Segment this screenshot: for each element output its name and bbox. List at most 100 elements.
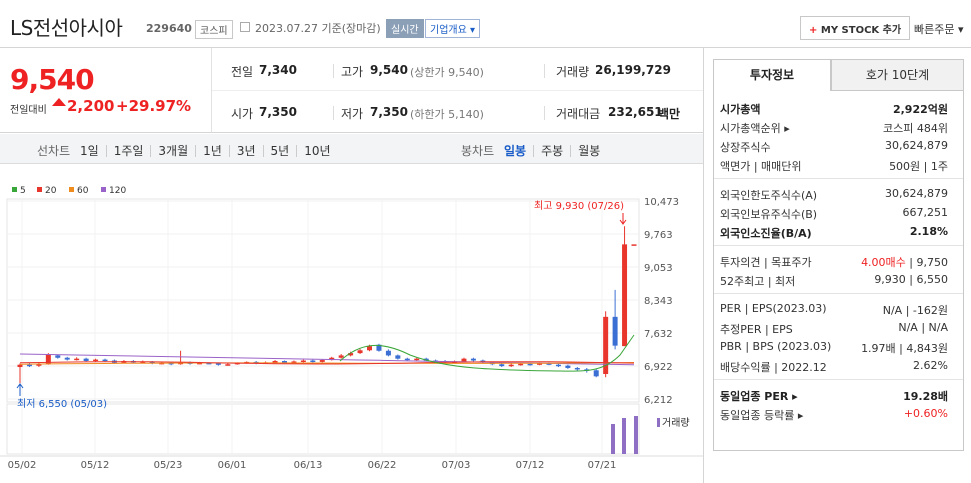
candle-body <box>461 358 467 362</box>
candle-body <box>546 363 552 365</box>
add-mystock-button[interactable]: + MY STOCK 추가 <box>800 16 911 40</box>
candle-body <box>527 363 533 366</box>
line-chart-label: 선차트 <box>37 144 71 158</box>
amount-label: 거래대금 <box>556 107 601 121</box>
period-tab[interactable]: 1주일 <box>113 144 144 158</box>
upper-limit: (상한가 9,540) <box>410 66 484 79</box>
period-tab[interactable]: 3년 <box>236 144 256 158</box>
low-arrow-icon <box>16 383 24 396</box>
info-value: 1.97배 | 4,843원 <box>861 342 948 355</box>
price-change: 2,200 <box>67 97 115 115</box>
divider <box>333 106 334 120</box>
y-tick-label: 7,632 <box>644 329 673 340</box>
candle-body <box>329 357 335 361</box>
candle-body <box>319 360 325 362</box>
period-tab[interactable]: 1일 <box>80 144 99 158</box>
prev-close-label: 전일 <box>231 65 254 79</box>
candle-body <box>338 355 344 358</box>
candle-body <box>508 364 514 367</box>
amount-unit: 백만 <box>658 107 681 121</box>
add-mystock-label: MY STOCK 추가 <box>820 25 902 36</box>
legend-swatch <box>12 187 17 192</box>
x-tick-label: 06/22 <box>368 460 397 471</box>
low-label: 저가 <box>341 107 364 121</box>
candle-body <box>74 358 80 361</box>
period-tab[interactable]: 일봉 <box>504 144 527 158</box>
info-value: N/A | -162원 <box>882 304 948 317</box>
candle-body <box>149 361 155 364</box>
volume-bar <box>622 418 626 454</box>
candle-body <box>83 358 89 361</box>
section-divider <box>714 245 963 246</box>
up-arrow-icon <box>52 98 66 106</box>
candle-body <box>367 346 373 351</box>
period-tab[interactable]: 월봉 <box>578 144 601 158</box>
line-period-tabs: 1일 1주일 3개월 1년 3년 5년 10년 <box>80 142 331 159</box>
info-value: 2,922억원 <box>892 103 948 116</box>
info-value: 2.62% <box>913 359 948 372</box>
invest-info-panel <box>713 91 964 451</box>
info-label: 외국인한도주식수(A) <box>720 189 818 202</box>
period-tab[interactable]: 주봉 <box>541 144 564 158</box>
price-stats <box>212 48 703 133</box>
candle-body <box>26 364 32 367</box>
tab-divider <box>296 144 298 157</box>
tab-invest-info[interactable]: 투자정보 <box>713 59 831 91</box>
high-arrow-icon <box>619 213 627 225</box>
candle-body <box>36 364 42 366</box>
info-label: PBR | BPS (2023.03) <box>720 340 832 353</box>
candle-body <box>603 316 609 375</box>
volume-bar <box>611 424 615 454</box>
ma60-line <box>19 362 635 365</box>
legend-swatch <box>101 187 106 192</box>
date-label: 2023.07.27 기준(장마감) <box>255 22 381 35</box>
divider <box>544 106 545 120</box>
candle-body <box>93 359 99 362</box>
info-value: 30,624,879 <box>885 187 948 200</box>
period-tab[interactable]: 3개월 <box>158 144 189 158</box>
stock-chart[interactable]: 10,473 9,763 9,053 8,343 7,632 6,922 6,212 5 20 6… <box>0 165 703 483</box>
candle-body <box>385 350 391 356</box>
y-tick-label: 8,343 <box>644 296 673 307</box>
volume-value: 26,199,729 <box>595 63 671 77</box>
info-value: 4.00매수 | 9,750 <box>861 254 948 270</box>
info-label: 52주최고 | 최저 <box>720 275 796 288</box>
candle-body <box>518 363 524 366</box>
info-label: 동일업종 등락률 ▸ <box>720 409 804 422</box>
divider <box>544 64 545 78</box>
legend-swatch <box>37 187 42 192</box>
candle-body <box>300 360 306 363</box>
tab-divider <box>150 144 152 157</box>
candle-body <box>45 354 51 365</box>
legend-label: 5 <box>20 186 26 196</box>
period-tab[interactable]: 5년 <box>270 144 290 158</box>
candle-period-tabs: 일봉 주봉 월봉 <box>504 142 600 159</box>
realtime-button[interactable]: 실시간 <box>386 19 424 38</box>
info-label: 외국인소진율(B/A) <box>720 227 812 240</box>
x-tick-label: 05/02 <box>8 460 37 471</box>
candle-body <box>395 355 401 359</box>
price-change-percent: +29.97% <box>116 97 192 115</box>
current-price: 9,540 <box>10 63 95 96</box>
tab-divider <box>105 144 107 157</box>
candle-body <box>168 362 174 365</box>
volume-label: 거래량 <box>556 65 590 79</box>
target-price-value: | 9,750 <box>905 256 948 269</box>
candle-body <box>291 361 297 363</box>
period-tab[interactable]: 10년 <box>304 144 331 158</box>
prev-compare-label: 전일대비 <box>10 105 47 116</box>
y-tick-label: 6,922 <box>644 362 673 373</box>
candle-body <box>555 364 561 367</box>
candle-body <box>225 364 231 366</box>
candle-body <box>593 370 599 377</box>
x-tick-label: 05/23 <box>154 460 183 471</box>
candle-body <box>64 357 70 360</box>
candle-body <box>17 364 23 368</box>
candle-body <box>574 367 580 370</box>
period-tab[interactable]: 1년 <box>203 144 222 158</box>
candle-body <box>404 358 410 361</box>
tab-order-book[interactable]: 호가 10단계 <box>831 59 964 91</box>
info-value: +0.60% <box>903 407 948 420</box>
quick-order-button[interactable]: 빠른주문 ▾ <box>914 23 964 36</box>
company-overview-dropdown[interactable]: 기업개요 ▾ <box>425 19 480 38</box>
